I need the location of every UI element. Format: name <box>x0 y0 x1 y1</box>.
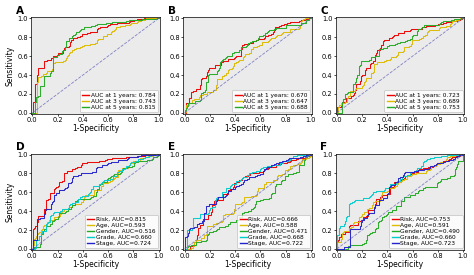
Y-axis label: Sensitivity: Sensitivity <box>6 45 15 86</box>
Legend: Risk, AUC=0.815, Age, AUC=0.593, Gender, AUC=0.516, Grade, AUC=0.660, Stage, AUC: Risk, AUC=0.815, Age, AUC=0.593, Gender,… <box>85 214 158 248</box>
Y-axis label: Sensitivity: Sensitivity <box>6 182 15 222</box>
Text: E: E <box>168 142 175 152</box>
Text: D: D <box>16 142 24 152</box>
Text: C: C <box>320 6 328 16</box>
X-axis label: 1-Specificity: 1-Specificity <box>72 124 119 133</box>
Legend: AUC at 1 years: 0.723, AUC at 3 years: 0.689, AUC at 5 years: 0.753: AUC at 1 years: 0.723, AUC at 3 years: 0… <box>384 90 463 112</box>
Text: F: F <box>320 142 327 152</box>
X-axis label: 1-Specificity: 1-Specificity <box>376 260 423 270</box>
Legend: AUC at 1 years: 0.784, AUC at 3 years: 0.743, AUC at 5 years: 0.815: AUC at 1 years: 0.784, AUC at 3 years: 0… <box>80 90 158 112</box>
X-axis label: 1-Specificity: 1-Specificity <box>72 260 119 270</box>
X-axis label: 1-Specificity: 1-Specificity <box>224 124 271 133</box>
X-axis label: 1-Specificity: 1-Specificity <box>224 260 271 270</box>
Text: A: A <box>16 6 24 16</box>
Text: B: B <box>168 6 176 16</box>
X-axis label: 1-Specificity: 1-Specificity <box>376 124 423 133</box>
Legend: AUC at 1 years: 0.670, AUC at 3 years: 0.647, AUC at 5 years: 0.688: AUC at 1 years: 0.670, AUC at 3 years: 0… <box>232 90 310 112</box>
Legend: Risk, AUC=0.666, Age, AUC=0.588, Gender, AUC=0.471, Grade, AUC=0.668, Stage, AUC: Risk, AUC=0.666, Age, AUC=0.588, Gender,… <box>237 214 310 248</box>
Legend: Risk, AUC=0.753, Age, AUC=0.591, Gender, AUC=0.490, Grade, AUC=0.660, Stage, AUC: Risk, AUC=0.753, Age, AUC=0.591, Gender,… <box>389 214 463 248</box>
